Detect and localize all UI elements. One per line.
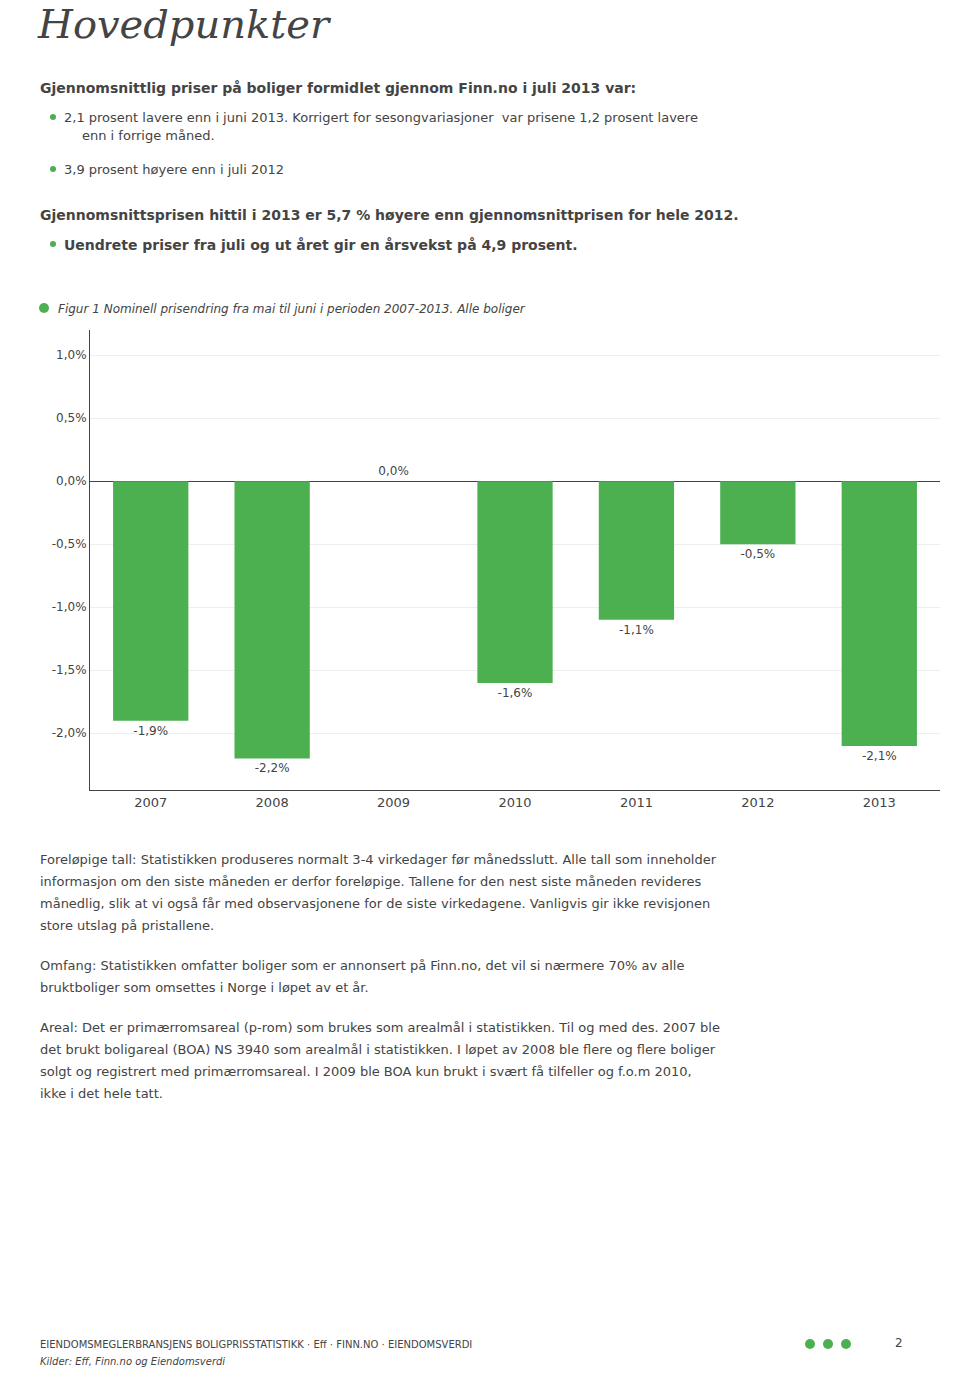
- svg-text:3,9 prosent høyere enn i juli: 3,9 prosent høyere enn i juli 2012: [64, 162, 284, 177]
- svg-text:-2,2%: -2,2%: [255, 761, 290, 775]
- svg-text:2: 2: [895, 1336, 903, 1350]
- svg-text:det brukt boligareal (BOA) NS: det brukt boligareal (BOA) NS 3940 som a…: [40, 1042, 716, 1057]
- svg-text:0,0%: 0,0%: [56, 474, 87, 488]
- svg-text:0,0%: 0,0%: [378, 464, 409, 478]
- svg-text:Gjennomsnittsprisen hittil i 2: Gjennomsnittsprisen hittil i 2013 er 5,7…: [40, 207, 739, 223]
- svg-text:solgt og registrert med primær: solgt og registrert med primærromsareal.…: [40, 1064, 692, 1079]
- svg-text:2012: 2012: [741, 795, 774, 810]
- svg-text:Areal: Det er primærromsareal: Areal: Det er primærromsareal (p-rom) so…: [40, 1020, 720, 1035]
- svg-text:Kilder: Eff, Finn.no og Eiendo: Kilder: Eff, Finn.no og Eiendomsverdi: [40, 1356, 225, 1367]
- svg-text:2010: 2010: [498, 795, 531, 810]
- svg-text:0,5%: 0,5%: [56, 411, 87, 425]
- svg-text:2008: 2008: [256, 795, 289, 810]
- svg-text:ikke i det hele tatt.: ikke i det hele tatt.: [40, 1086, 163, 1101]
- svg-text:2009: 2009: [377, 795, 410, 810]
- svg-text:store utslag på pristallene.: store utslag på pristallene.: [40, 918, 214, 933]
- svg-text:2013: 2013: [863, 795, 896, 810]
- svg-text:-2,0%: -2,0%: [52, 726, 87, 740]
- svg-text:-1,6%: -1,6%: [498, 686, 533, 700]
- svg-text:informasjon om den siste måned: informasjon om den siste måneden er derf…: [40, 874, 701, 889]
- svg-text:-1,0%: -1,0%: [52, 600, 87, 614]
- svg-text:EIENDOMSMEGLERBRANSJENS BOLIGP: EIENDOMSMEGLERBRANSJENS BOLIGPRISSTATIST…: [40, 1339, 472, 1350]
- svg-text:bruktboliger som omsettes i No: bruktboliger som omsettes i Norge i løpe…: [40, 980, 369, 995]
- svg-text:2007: 2007: [134, 795, 167, 810]
- svg-text:Uendrete priser fra juli og ut: Uendrete priser fra juli og ut året gir …: [64, 237, 577, 253]
- svg-text:-0,5%: -0,5%: [740, 547, 775, 561]
- svg-text:-1,1%: -1,1%: [619, 623, 654, 637]
- svg-text:-0,5%: -0,5%: [52, 537, 87, 551]
- svg-text:Foreløpige tall: Statistikken: Foreløpige tall: Statistikken produseres…: [40, 852, 717, 867]
- svg-text:Gjennomsnittlig priser på boli: Gjennomsnittlig priser på boliger formid…: [40, 80, 636, 96]
- svg-text:-1,9%: -1,9%: [133, 724, 168, 738]
- svg-text:-1,5%: -1,5%: [52, 663, 87, 677]
- svg-text:Omfang: Statistikken omfatter: Omfang: Statistikken omfatter boliger so…: [40, 958, 684, 973]
- svg-text:2011: 2011: [620, 795, 653, 810]
- svg-text:Hovedpunkter: Hovedpunkter: [37, 1, 332, 47]
- svg-text:enn i forrige måned.: enn i forrige måned.: [82, 128, 215, 143]
- svg-text:2,1 prosent lavere enn i juni: 2,1 prosent lavere enn i juni 2013. Korr…: [64, 110, 698, 125]
- svg-text:1,0%: 1,0%: [56, 348, 87, 362]
- svg-text:-2,1%: -2,1%: [862, 749, 897, 763]
- svg-text:månedlig, slik at vi også får: månedlig, slik at vi også får med observ…: [40, 896, 710, 911]
- svg-text:Figur 1 Nominell prisendring f: Figur 1 Nominell prisendring fra mai til…: [58, 302, 526, 316]
